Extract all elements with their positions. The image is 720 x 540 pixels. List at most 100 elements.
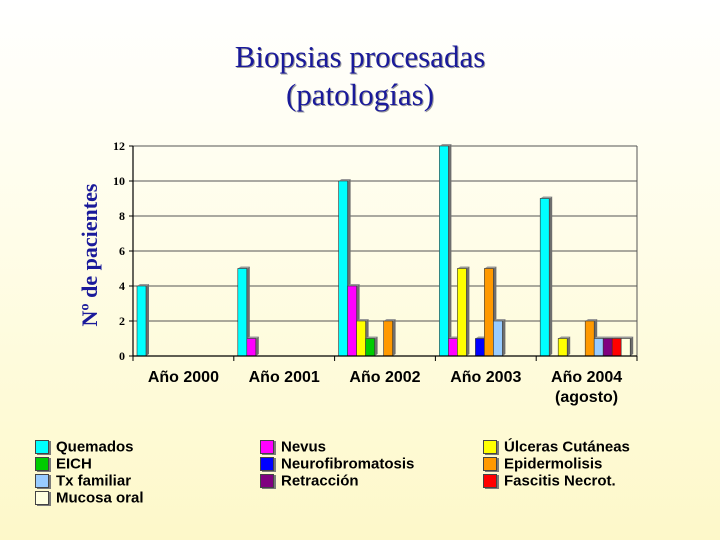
legend-label: Retracción	[281, 472, 359, 490]
x-tick-label-line: Año 2003	[450, 369, 521, 386]
chart-title-line-2: (patologías)	[285, 77, 435, 112]
bar-face	[439, 145, 449, 357]
legend-item-eich: EICH	[35, 455, 92, 473]
legend-item-nevus: Nevus	[260, 438, 327, 456]
bar-top	[347, 284, 360, 286]
bar-quemados-0	[136, 284, 149, 357]
bar-face	[620, 338, 631, 357]
y-axis-title: Nº de pacientes	[77, 183, 102, 326]
bar-top	[484, 266, 497, 269]
bar-side	[246, 266, 250, 356]
x-tick-label-1: Año 2001	[249, 369, 320, 386]
bar-side	[466, 266, 470, 356]
legend-label: EICH	[56, 455, 92, 473]
bar-face	[136, 285, 147, 357]
legend-swatch	[483, 440, 497, 455]
legend-swatch	[35, 457, 49, 472]
x-tick-label-line: Año 2004	[551, 369, 622, 386]
bar-top	[137, 284, 149, 286]
bar-mucosa-oral-4	[620, 336, 634, 357]
bar-face	[246, 338, 257, 357]
bar-top	[594, 336, 607, 339]
legend-swatch	[35, 491, 49, 506]
bar-top	[246, 336, 259, 339]
bar-top	[338, 179, 351, 181]
legend-swatch	[483, 474, 497, 489]
bar-face	[237, 268, 248, 357]
bar-side	[146, 284, 149, 356]
legend-item-retraccion: Retracción	[260, 472, 359, 490]
bar-top	[237, 266, 250, 269]
y-tick-label-6: 6	[119, 244, 125, 258]
bar-face	[584, 320, 595, 357]
bar-top	[558, 336, 571, 339]
chart-title-line-1: Biopsias procesadas	[234, 39, 486, 74]
bar-face	[365, 338, 375, 357]
bar-side	[255, 336, 259, 356]
bar-face	[484, 268, 494, 357]
y-tick-label-4: 4	[119, 279, 125, 293]
x-tick-label-line: Año 2001	[249, 369, 320, 386]
bar-face	[338, 180, 348, 357]
legend: Quemados Nevus Úlceras Cutáneas EICH Neurofi…	[35, 438, 715, 538]
bar-face	[356, 320, 366, 357]
legend-label: Neurofibromatosis	[281, 455, 415, 473]
x-tick-label-2: Año 2002	[349, 369, 420, 386]
bar-face	[448, 338, 458, 357]
legend-label: Fascitis Necrot.	[504, 472, 616, 490]
bar-top	[493, 319, 506, 321]
y-tick-label-8: 8	[119, 209, 125, 223]
bar-face	[457, 268, 467, 357]
bar-side	[392, 319, 396, 356]
legend-label: Mucosa oral	[56, 489, 144, 507]
chart-title: Biopsias procesadas (patologías)	[0, 38, 720, 114]
legend-label: Úlceras Cutáneas	[504, 438, 630, 456]
bar-side	[630, 336, 634, 356]
bar-eich-2	[365, 336, 378, 357]
bar-face	[611, 338, 622, 357]
bar-ulceras-cutaneas-3	[457, 266, 470, 357]
bar-side	[374, 336, 378, 356]
bar-face	[593, 338, 604, 357]
bar-quemados-4	[539, 196, 553, 357]
bar-side	[502, 319, 506, 356]
bar-side	[549, 196, 553, 356]
legend-swatch	[260, 457, 274, 472]
legend-swatch	[35, 440, 49, 455]
bar-face	[602, 338, 613, 357]
bar-face	[347, 285, 357, 357]
legend-label: Nevus	[281, 438, 327, 456]
bar-top	[439, 144, 452, 146]
bar-ulceras-cutaneas-4	[557, 336, 571, 357]
y-tick-label-12: 12	[113, 139, 125, 153]
legend-item-quemados: Quemados	[35, 438, 134, 456]
legend-label: Epidermolisis	[504, 455, 603, 473]
legend-item-neurofibromatosis: Neurofibromatosis	[260, 455, 415, 473]
y-tick-label-2: 2	[119, 314, 125, 328]
x-tick-label-line: Año 2000	[148, 369, 219, 386]
legend-swatch	[260, 474, 274, 489]
bar-top	[621, 336, 634, 339]
legend-swatch	[260, 440, 274, 455]
legend-label: Tx familiar	[56, 472, 132, 490]
bar-top	[383, 319, 396, 321]
x-tick-label-line: (agosto)	[555, 389, 618, 406]
x-tick-label-3: Año 2003	[450, 369, 521, 386]
bar-top	[585, 319, 598, 321]
bar-tx-familiar-3	[493, 319, 506, 357]
bar-top	[356, 319, 369, 321]
y-tick-label-10: 10	[113, 174, 125, 188]
bar-face	[383, 320, 393, 357]
x-tick-label-line: Año 2002	[349, 369, 420, 386]
bar-top	[612, 336, 625, 339]
bar-quemados-3	[439, 144, 452, 357]
x-tick-label-0: Año 2000	[148, 369, 219, 386]
y-tick-label-0: 0	[119, 349, 125, 363]
legend-label: Quemados	[56, 438, 134, 456]
bar-quemados-1	[237, 266, 250, 357]
bar-face	[475, 338, 485, 357]
bar-top	[603, 336, 616, 339]
bar-epidermolisis-2	[383, 319, 396, 357]
bar-side	[448, 144, 452, 356]
